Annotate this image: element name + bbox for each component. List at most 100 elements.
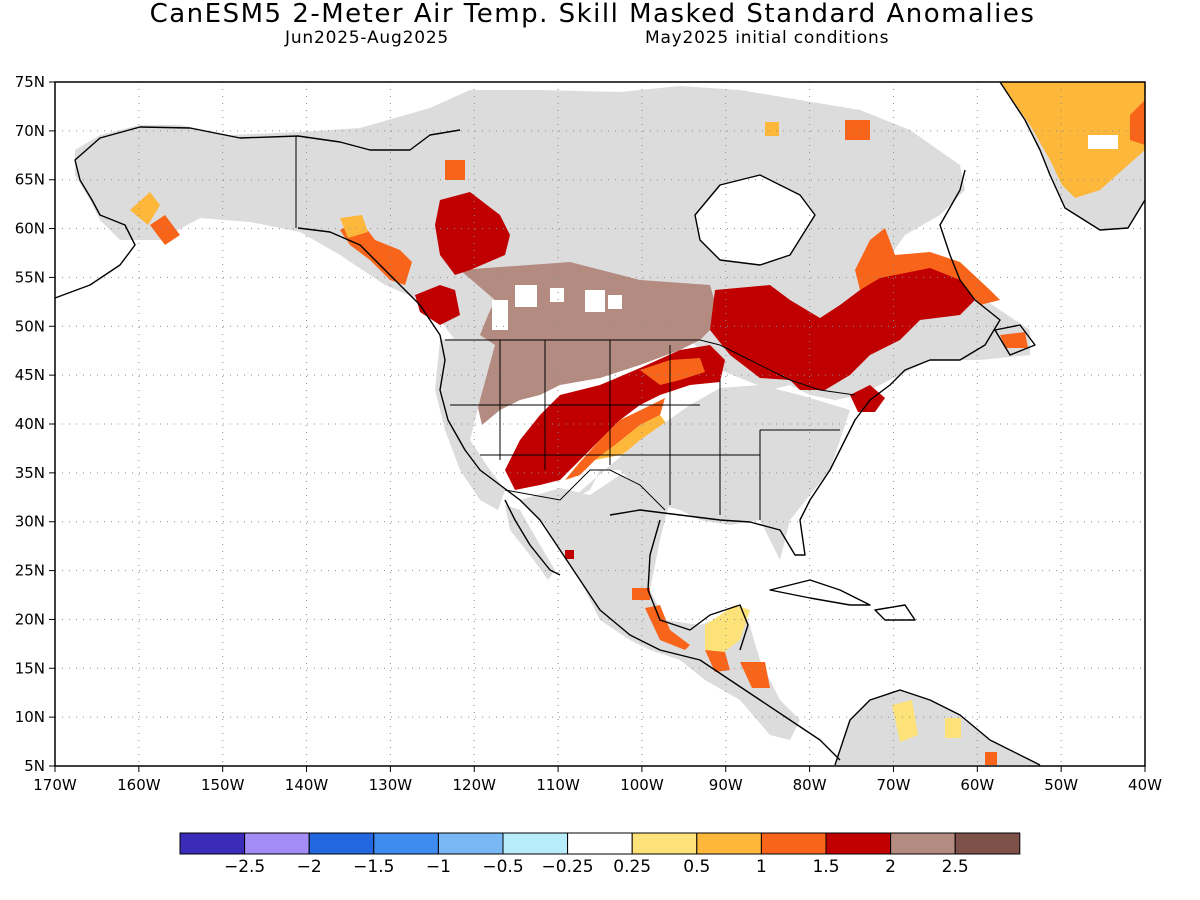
colorbar-swatch — [567, 832, 633, 855]
bc-coast-anomaly-1 — [340, 215, 368, 238]
arctic-anomaly-1-b — [765, 122, 779, 136]
colorbar-label: −2 — [297, 857, 322, 877]
lat-tick-label: 75N — [15, 73, 45, 91]
alaska-anomaly-1 — [130, 192, 160, 225]
lon-tick-label: 90W — [709, 776, 743, 794]
mexico-masked — [520, 475, 800, 740]
plains-white-3 — [585, 290, 605, 312]
guyana-anomaly-0p5 — [945, 718, 961, 738]
lat-tick-label: 20N — [15, 610, 45, 628]
colorbar-label: 1.5 — [812, 857, 839, 877]
lon-tick-label: 150W — [201, 776, 245, 794]
newfoundland-anomaly-1p5 — [1000, 332, 1028, 348]
us-west-masked — [435, 335, 505, 510]
quebec-anomaly-2 — [710, 265, 975, 390]
colorbar-label: 0.25 — [613, 857, 651, 877]
lat-tick-label: 10N — [15, 708, 45, 726]
colorbar-label: 2 — [885, 857, 896, 877]
lon-tick-label: 170W — [33, 776, 77, 794]
lon-tick-label: 140W — [285, 776, 329, 794]
plains-anomaly-1p5 — [565, 398, 665, 480]
lat-tick-label: 50N — [15, 317, 45, 335]
colorbar-label: −2.5 — [224, 857, 265, 877]
plains-white-1 — [515, 285, 537, 307]
map-title: CanESM5 2-Meter Air Temp. Skill Masked S… — [149, 0, 1036, 29]
venezuela-anomaly-0p5 — [892, 700, 918, 742]
suriname-anomaly-1p5 — [985, 752, 997, 765]
pacific-northwest-coast — [297, 227, 841, 761]
forecast-period: Jun2025-Aug2025 — [285, 28, 450, 48]
lon-tick-label: 40W — [1128, 776, 1162, 794]
political-borders — [295, 136, 856, 520]
lon-tick-label: 80W — [793, 776, 827, 794]
gulf-coast — [609, 169, 1001, 556]
new-england-anomaly-2 — [850, 385, 885, 412]
alaska-coast — [54, 126, 461, 299]
latitude-labels: 5N 10N 15N 20N 25N 30N 35N 40N 45N 50N 55N 60N 65N 70… — [15, 73, 45, 775]
colorbar-swatch — [179, 832, 246, 855]
guatemala-anomaly-1p5 — [705, 650, 730, 672]
greenland-anomaly-1p5 — [1130, 100, 1145, 145]
mexico-anomaly-2 — [565, 550, 574, 559]
lon-tick-label: 50W — [1044, 776, 1078, 794]
south-america-masked — [835, 690, 1040, 765]
colorbar-swatch — [308, 832, 375, 855]
mexico-anomaly-1p5-a — [632, 588, 650, 600]
lat-tick-label: 65N — [15, 171, 45, 189]
us-canada-border — [445, 339, 856, 396]
colorbar-swatch — [631, 832, 698, 855]
yukon-anomaly-1p5 — [445, 160, 465, 180]
initial-conditions: May2025 initial conditions — [645, 28, 890, 48]
hispaniola-coast — [874, 604, 916, 621]
arctic-anomaly-1p5-a — [845, 120, 870, 140]
colorbar-swatch — [954, 832, 1021, 855]
lat-tick-label: 40N — [15, 415, 45, 433]
colorbar-swatch — [373, 832, 439, 855]
colorbar-label: 0.5 — [683, 857, 710, 877]
alaska-anomaly-1p5 — [150, 215, 180, 245]
colorbar-swatch — [890, 832, 956, 855]
hudson-bay — [695, 175, 815, 265]
colorbar-label: −1.5 — [353, 857, 394, 877]
plains-white-2 — [550, 288, 564, 302]
lon-tick-label: 160W — [117, 776, 161, 794]
mexico-gulf-coast — [647, 519, 749, 651]
lat-tick-label: 5N — [24, 757, 45, 775]
colorbar-swatch — [244, 832, 310, 855]
lat-tick-label: 30N — [15, 513, 45, 531]
plains-anomaly-1 — [595, 415, 670, 460]
anomaly-fields — [75, 82, 1145, 765]
mexico-anomaly-1p5-b — [645, 605, 690, 650]
us-east-masked — [570, 385, 850, 560]
colorbar-swatch — [437, 832, 504, 855]
colorbar-label: −0.5 — [482, 857, 523, 877]
cuba-coast — [769, 579, 871, 606]
lat-tick-label: 55N — [15, 268, 45, 286]
plains-white-4 — [608, 295, 622, 309]
us-mexico-border — [504, 469, 666, 511]
axis-ticks — [49, 81, 1146, 772]
lat-tick-label: 45N — [15, 366, 45, 384]
newfoundland-coast — [994, 324, 1036, 356]
lon-tick-label: 100W — [620, 776, 664, 794]
lat-tick-label: 25N — [15, 562, 45, 580]
lon-tick-label: 120W — [452, 776, 496, 794]
colorbar-label: 2.5 — [942, 857, 969, 877]
west-canada-anomaly-2 — [435, 192, 510, 275]
coastlines — [54, 81, 1146, 766]
longitude-labels: 170W 160W 150W 140W 130W 120W 110W 100W 90W 80W 70… — [33, 776, 1162, 794]
south-america-coast — [834, 689, 1041, 766]
hudson-bay-coast — [694, 174, 816, 266]
lon-tick-label: 60W — [960, 776, 994, 794]
greenland-coast — [999, 81, 1146, 231]
lon-tick-label: 110W — [536, 776, 580, 794]
ontario-anomaly-1p5 — [640, 358, 705, 385]
colorbar-swatch — [760, 832, 827, 855]
plains-white-5 — [492, 300, 508, 330]
greenland-white-patch — [1088, 135, 1118, 149]
colorbar — [179, 832, 1021, 855]
baja-coast — [504, 499, 561, 576]
greenland-anomaly-0p5 — [1000, 82, 1145, 198]
yucatan-anomaly-0p5 — [705, 605, 750, 655]
